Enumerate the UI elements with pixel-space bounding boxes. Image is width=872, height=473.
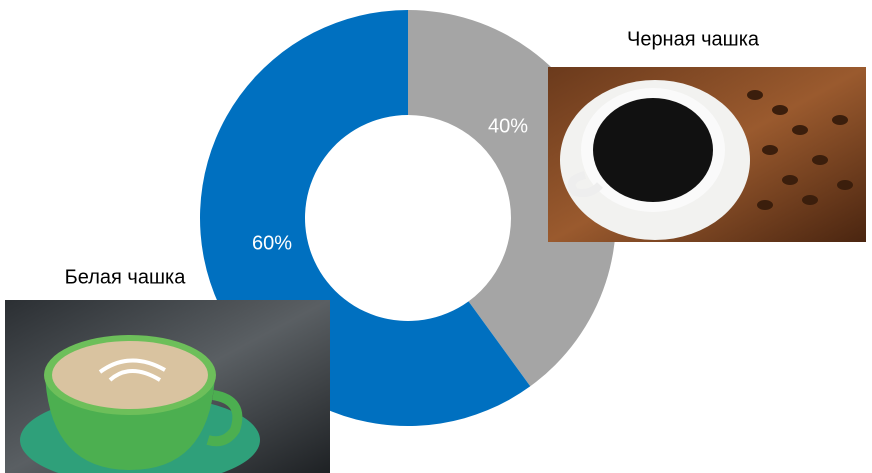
data-label: 60%: [252, 232, 292, 254]
data-label: 40%: [488, 115, 528, 137]
category-label: Черная чашка: [627, 28, 760, 50]
black-cup-image: [548, 67, 866, 242]
category-label: Белая чашка: [65, 266, 187, 288]
labels: 40% Черная чашка 60% Белая чашка: [65, 28, 760, 288]
white-cup-image: [5, 300, 330, 473]
